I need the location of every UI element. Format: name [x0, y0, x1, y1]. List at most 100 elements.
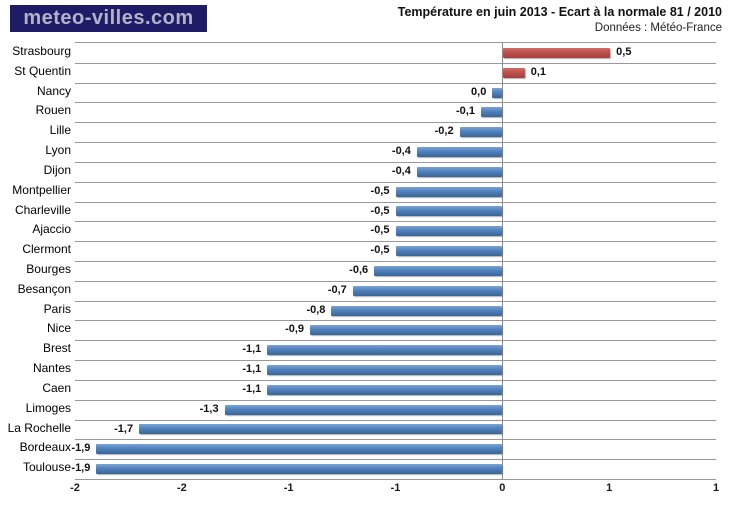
- grid-row: [75, 301, 716, 322]
- category-label: La Rochelle: [7, 420, 71, 435]
- category-label: Bordeaux: [19, 440, 71, 455]
- grid-row: [75, 162, 716, 183]
- bar-value-label: 0,5: [616, 46, 632, 58]
- category-bar: [416, 166, 503, 177]
- bar-value-label: 0,1: [530, 65, 546, 78]
- grid-row: [75, 102, 716, 124]
- category-label: St Quentin: [14, 63, 71, 78]
- category-bar: [96, 464, 503, 475]
- category-bar: [96, 444, 503, 455]
- category-bar: [492, 87, 503, 98]
- category-label: Brest: [42, 341, 71, 356]
- category-bar: [395, 206, 503, 217]
- category-label: Caen: [42, 380, 71, 395]
- bar-value-label: -0,8: [306, 303, 326, 316]
- grid-row: [75, 43, 716, 64]
- category-label: Rouen: [35, 103, 71, 118]
- bar-value-label: -0,9: [285, 323, 305, 336]
- bar-value-label: -0,4: [391, 145, 411, 158]
- category-label: Nancy: [36, 83, 71, 98]
- bar-value-label: -0,5: [370, 224, 390, 237]
- category-bar: [395, 186, 503, 197]
- grid-row: [75, 261, 716, 282]
- x-axis-tick: 0: [499, 482, 506, 494]
- grid-row: [75, 439, 716, 461]
- category-label: Lyon: [45, 143, 71, 158]
- category-bar: [267, 384, 503, 395]
- x-axis-tick: -1: [283, 482, 294, 494]
- grid-row: [75, 202, 716, 223]
- grid-row: [75, 420, 716, 441]
- bar-value-label: -0,4: [391, 164, 411, 177]
- category-bar: [267, 365, 503, 375]
- category-bar: [416, 147, 503, 157]
- grid-row: [75, 320, 716, 342]
- grid-row: [75, 122, 716, 144]
- x-axis-tick: 1: [712, 482, 720, 494]
- x-axis-tick: -2: [176, 482, 187, 494]
- bar-value-label: -0,1: [456, 105, 475, 118]
- category-label: Clermont: [22, 242, 71, 257]
- category-bar: [331, 305, 503, 316]
- grid-row: [75, 83, 716, 104]
- grid-row: [75, 281, 716, 302]
- bar-value-label: -0,5: [370, 184, 390, 197]
- category-bar: [224, 404, 503, 415]
- category-bar: [310, 325, 503, 336]
- meteo-villes-logo: meteo-villes.com: [10, 5, 207, 32]
- category-label: Toulouse: [22, 460, 71, 475]
- grid-row: [75, 380, 716, 401]
- grid-row: [75, 459, 716, 480]
- plot-area: 0,5 0,1 0,0 -0,1 -0,2 -0,4 -0,4 -0,5 -0,5 -0,5 -0,…: [71, 42, 716, 480]
- bar-value-label: -0,2: [434, 125, 454, 138]
- category-bar: [352, 285, 503, 296]
- bar-value-label: -1,1: [242, 382, 262, 395]
- grid-row: [75, 142, 716, 163]
- category-label: Strasbourg: [12, 44, 71, 58]
- grid-row: [75, 63, 716, 84]
- category-label: Besançon: [17, 281, 71, 296]
- bar-value-label: -1,1: [242, 343, 262, 356]
- x-axis-tick: 1: [606, 482, 613, 494]
- x-axis-tick: -1: [390, 482, 401, 494]
- bar-value-label: -1,9: [71, 462, 91, 475]
- category-label: Dijon: [43, 162, 71, 177]
- category-bar: [480, 107, 503, 118]
- bar-value-label: -0,5: [370, 204, 390, 217]
- category-label: Ajaccio: [32, 222, 71, 237]
- bar-value-label: -0,5: [370, 244, 390, 257]
- category-bar: [395, 226, 503, 237]
- category-label: Bourges: [26, 262, 71, 276]
- grid-row: [75, 400, 716, 421]
- category-label: Charleville: [14, 202, 71, 217]
- chart-title: Température en juin 2013 - Ecart à la no…: [397, 5, 722, 19]
- grid-row: [75, 340, 716, 362]
- category-bar: [267, 345, 503, 356]
- category-bar: [395, 246, 503, 257]
- bar-value-label: -1,7: [114, 422, 134, 435]
- category-bar: [374, 265, 503, 276]
- category-label: Nice: [46, 321, 71, 336]
- grid-row: [75, 241, 716, 262]
- grid-row: [75, 221, 716, 243]
- bar-value-label: -1,3: [199, 402, 219, 415]
- category-bar: [503, 67, 525, 78]
- category-bar: [459, 127, 503, 138]
- bar-value-label: -0,6: [349, 264, 369, 276]
- category-label: Montpellier: [12, 182, 71, 197]
- bar-value-label: -1,1: [242, 363, 262, 376]
- grid-row: [75, 182, 716, 203]
- chart-subtitle: Données : Météo-France: [594, 22, 722, 34]
- bar-value-label: -1,9: [71, 442, 91, 455]
- x-axis-tick: -2: [70, 482, 80, 494]
- category-label: Paris: [43, 301, 71, 316]
- category-label: Limoges: [25, 400, 71, 415]
- bar-value-label: 0,0: [471, 85, 487, 98]
- zero-axis-line: [502, 43, 504, 479]
- category-bar: [503, 47, 611, 58]
- bar-value-label: -0,7: [327, 283, 347, 296]
- category-bar: [139, 424, 503, 435]
- grid-row: [75, 360, 716, 381]
- category-label: Lille: [49, 123, 71, 138]
